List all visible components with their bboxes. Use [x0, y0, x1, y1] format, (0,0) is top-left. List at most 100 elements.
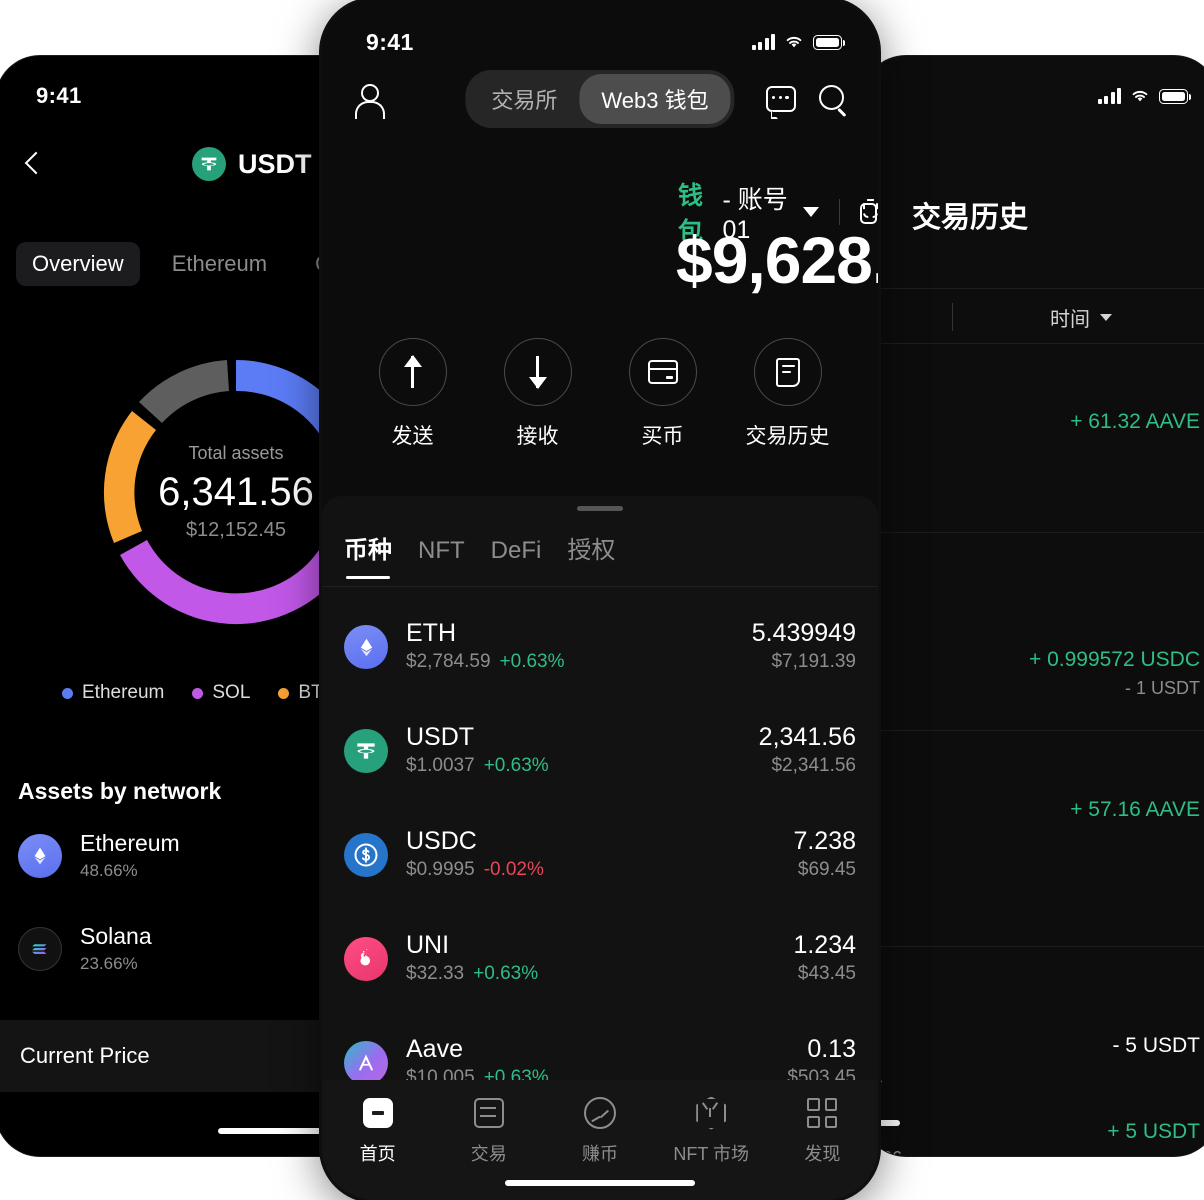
time-filter[interactable]: 时间: [1050, 303, 1112, 332]
token-fiat-value: $69.45: [797, 859, 856, 881]
right-page-title: 交易历史: [912, 202, 1029, 234]
token-price: $1.0037: [406, 755, 475, 777]
network-row-ethereum[interactable]: Ethereum 48.66%: [18, 830, 180, 881]
token-row-uni[interactable]: UNI $32.33 +0.63% 1.234 $43.45: [322, 912, 878, 1006]
left-page-title: USDT: [238, 148, 312, 179]
history-row[interactable]: - 5 USDT: [862, 1032, 1204, 1061]
center-phone-web3-wallet: 9:41 交易所 Web3 钱包: [322, 0, 878, 1200]
action-receive[interactable]: 接收: [490, 338, 586, 450]
action-history[interactable]: 交易历史: [740, 338, 836, 450]
tab-approvals[interactable]: 授权: [567, 537, 616, 564]
network-percent: 23.66%: [80, 954, 138, 973]
tab-defi[interactable]: DeFi: [490, 537, 542, 564]
chat-bubble-icon[interactable]: [766, 86, 796, 119]
token-quantity: 5.439949: [751, 618, 856, 647]
token-info: USDT $1.0037 +0.63%: [406, 722, 759, 780]
top-right-icons: [766, 84, 848, 119]
wallet-account-name: - 账号 01: [722, 185, 788, 244]
copy-icon[interactable]: [860, 199, 878, 225]
filter-divider: [952, 303, 953, 331]
tab-overview[interactable]: Overview: [16, 242, 140, 286]
donut-total-label: Total assets: [188, 442, 284, 463]
chevron-down-icon: [803, 207, 820, 217]
exchange-wallet-segmented-control: 交易所 Web3 钱包: [465, 70, 735, 128]
nav-label: 首页: [359, 1144, 396, 1164]
token-row-eth[interactable]: ETH $2,784.59 +0.63% 5.439949 $7,191.39: [322, 600, 878, 694]
sheet-grabber[interactable]: [577, 506, 623, 511]
assets-bottom-sheet: 币种 NFT DeFi 授权 ETH $2,784.59: [322, 496, 878, 1122]
token-row-usdc[interactable]: USDC $0.9995 -0.02% 7.238 $69.45: [322, 808, 878, 902]
tab-nft[interactable]: NFT: [418, 537, 465, 564]
nft-icon: [696, 1096, 727, 1130]
history-amount: + 5 USDT: [1107, 1120, 1200, 1143]
action-send[interactable]: 发送: [365, 338, 461, 450]
tab-ethereum[interactable]: Ethereum: [171, 251, 268, 276]
search-icon[interactable]: [818, 84, 848, 114]
token-list: ETH $2,784.59 +0.63% 5.439949 $7,191.39: [322, 588, 878, 1122]
token-price: $32.33: [406, 963, 465, 985]
nav-discover[interactable]: 发现: [767, 1096, 878, 1166]
chevron-down-icon: [1100, 314, 1112, 321]
ethereum-icon: [18, 833, 62, 878]
battery-icon: [1159, 88, 1191, 104]
nav-trade[interactable]: 交易: [433, 1096, 544, 1166]
tab-coins[interactable]: 币种: [344, 530, 392, 579]
action-buy[interactable]: 买币: [615, 338, 711, 450]
token-holdings: 5.439949 $7,191.39: [752, 618, 856, 676]
history-row[interactable]: + 61.32 AAVE: [862, 408, 1204, 437]
usdt-icon: [192, 147, 226, 181]
wifi-icon: [786, 36, 802, 48]
history-hash-fragment: ba86: [862, 1148, 902, 1156]
token-info: ETH $2,784.59 +0.63%: [406, 618, 752, 676]
nav-label: 赚币: [582, 1144, 618, 1164]
tabs-underline: [322, 586, 878, 587]
person-icon[interactable]: [352, 83, 385, 119]
segment-exchange[interactable]: 交易所: [491, 88, 558, 113]
history-filter-bar: 时间: [862, 288, 1204, 344]
donut-total-fiat: $12,152.45: [185, 518, 287, 541]
wallet-account-selector[interactable]: 钱包 - 账号 01: [678, 176, 878, 248]
token-price: $0.9995: [406, 859, 475, 881]
asset-category-tabs: 币种 NFT DeFi 授权: [344, 530, 878, 579]
assets-by-network-heading: Assets by network: [18, 778, 222, 804]
action-label: 发送: [391, 425, 434, 448]
donut-center-labels: Total assets 6,341.56 $12,152.45: [76, 332, 396, 652]
history-row[interactable]: + 5 USDT: [862, 1118, 1204, 1147]
solana-icon: [18, 926, 62, 971]
right-phone-transaction-history: 交易历史 时间 + 61.32 AAVE ) + 0.999572 USDC -…: [862, 56, 1204, 1156]
wallet-label: 钱包: [678, 182, 704, 246]
donut-legend: Ethereum SOL BTC: [62, 682, 336, 704]
history-row[interactable]: + 0.999572 USDC - 1 USDT: [862, 646, 1204, 701]
usdc-icon: [344, 833, 388, 877]
token-symbol: UNI: [406, 930, 450, 959]
nav-earn[interactable]: 赚币: [544, 1096, 655, 1166]
nav-nft-market[interactable]: NFT 市场: [656, 1096, 767, 1166]
earn-icon: [584, 1096, 616, 1130]
history-row[interactable]: + 57.16 AAVE: [862, 796, 1204, 825]
credit-card-icon: [628, 338, 697, 406]
right-status-bar: [862, 56, 1204, 118]
segment-web3-wallet[interactable]: Web3 钱包: [579, 74, 731, 124]
page-title-group: USDT: [192, 134, 312, 194]
token-fiat-value: $43.45: [797, 963, 856, 985]
wallet-balance: $9,628.52: [676, 223, 878, 297]
network-row-solana[interactable]: Solana 23.66%: [18, 923, 152, 974]
token-meta: $2,784.59 +0.63%: [406, 648, 752, 676]
token-info: USDC $0.9995 -0.02%: [406, 826, 793, 884]
back-chevron-icon[interactable]: [20, 150, 48, 178]
token-holdings: 7.238 $69.45: [793, 826, 856, 884]
status-time: 9:41: [36, 83, 82, 108]
token-row-usdt[interactable]: USDT $1.0037 +0.63% 2,341.56 $2,341.56: [322, 704, 878, 798]
signal-icon: [751, 34, 775, 50]
token-symbol: USDC: [406, 826, 477, 855]
nav-label: 发现: [804, 1144, 841, 1164]
token-quantity: 2,341.56: [758, 722, 856, 751]
nav-home[interactable]: 首页: [322, 1096, 433, 1166]
time-filter-label: 时间: [1050, 309, 1090, 331]
token-holdings: 1.234 $43.45: [793, 930, 856, 988]
legend-item-sol: SOL: [192, 682, 250, 704]
center-home-indicator: [505, 1180, 695, 1186]
history-row-separator: [874, 532, 1204, 533]
left-tab-strip: Overview Ethereum O: [16, 242, 348, 286]
legend-dot-sol: [192, 687, 204, 699]
